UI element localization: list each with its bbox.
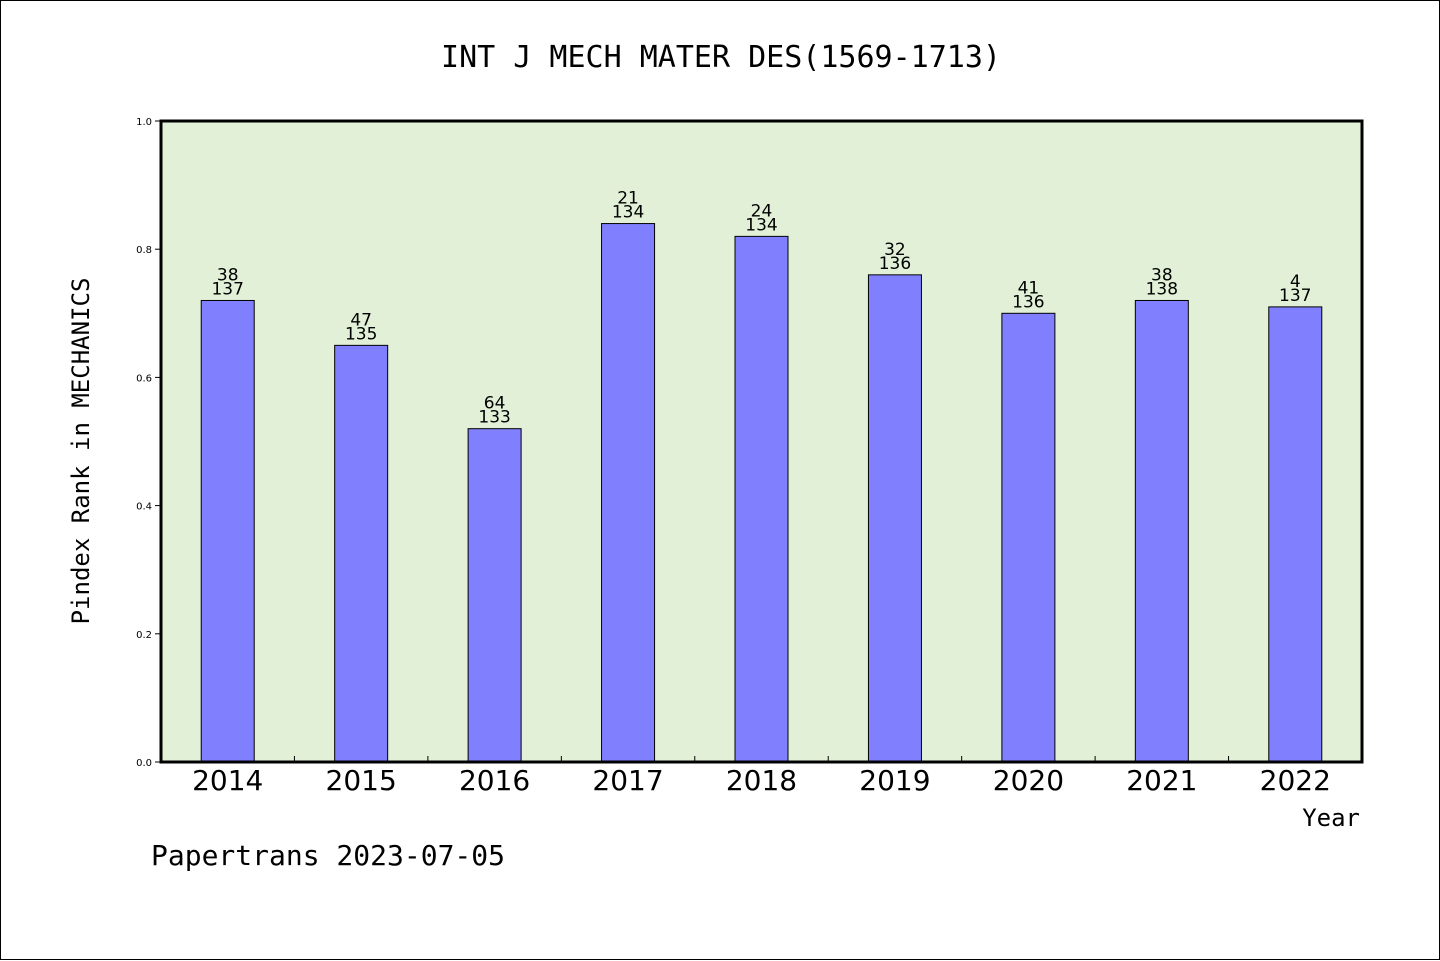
bar-total-label: 137: [1279, 286, 1311, 306]
x-tick-label: 2015: [326, 764, 397, 797]
x-tick-label: 2016: [459, 764, 530, 797]
bar: [1134, 299, 1189, 763]
bar-rank-label: 38: [217, 265, 239, 285]
bar-rank-label: 32: [884, 240, 906, 260]
bar: [334, 344, 389, 763]
bar-total-label: 134: [745, 215, 777, 235]
x-axis-label: Year: [1302, 804, 1360, 832]
bar: [200, 299, 255, 763]
y-tick-label: 0.0: [136, 758, 152, 769]
bar-total-label: 133: [478, 408, 510, 428]
bar-rank-label: 64: [484, 394, 506, 414]
footer-credit: Papertrans 2023-07-05: [151, 839, 505, 872]
bar-rank-label: 47: [350, 310, 372, 330]
bar: [867, 274, 922, 763]
bar-total-label: 137: [211, 279, 243, 299]
x-tick-label: 2019: [859, 764, 930, 797]
x-tick-label: 2014: [192, 764, 263, 797]
chart-title: INT J MECH MATER DES(1569-1713): [441, 40, 1001, 75]
x-tick-label: 2018: [726, 764, 797, 797]
y-tick-label: 0.4: [136, 502, 152, 513]
bar-total-label: 134: [612, 203, 644, 223]
plot-border: [159, 119, 1364, 764]
y-tick-label: 1.0: [136, 117, 152, 128]
bar: [734, 235, 789, 763]
x-tick-label: 2021: [1126, 764, 1197, 797]
bar: [1268, 306, 1323, 763]
bar-rank-label: 38: [1151, 265, 1173, 285]
x-tick-label: 2022: [1260, 764, 1331, 797]
y-tick-label: 0.2: [136, 630, 152, 641]
bar: [1001, 312, 1056, 763]
x-tick-label: 2017: [592, 764, 663, 797]
bar-rank-label: 21: [617, 189, 639, 209]
bar-rank-label: 4: [1290, 272, 1301, 292]
y-axis-label: Pindex Rank in MECHANICS: [67, 278, 95, 625]
y-tick-label: 0.8: [136, 245, 152, 256]
x-tick-label: 2020: [993, 764, 1064, 797]
bar-rank-label: 24: [751, 201, 773, 221]
bar: [601, 223, 656, 763]
y-tick-label: 0.6: [136, 373, 152, 384]
bar: [467, 428, 522, 763]
bar-total-label: 136: [879, 254, 911, 274]
bars-group: [200, 223, 1323, 763]
bar-total-label: 136: [1012, 292, 1044, 312]
y-axis: 0.0 0.2 0.4 0.6 0.8 1.0: [136, 117, 161, 769]
bar-total-label: 138: [1146, 279, 1178, 299]
x-axis: 2014 2015 2016 2017 2018 2019 2020 2021 2022: [192, 756, 1331, 797]
bar-total-label: 135: [345, 324, 377, 344]
bar-rank-label: 41: [1018, 278, 1040, 298]
